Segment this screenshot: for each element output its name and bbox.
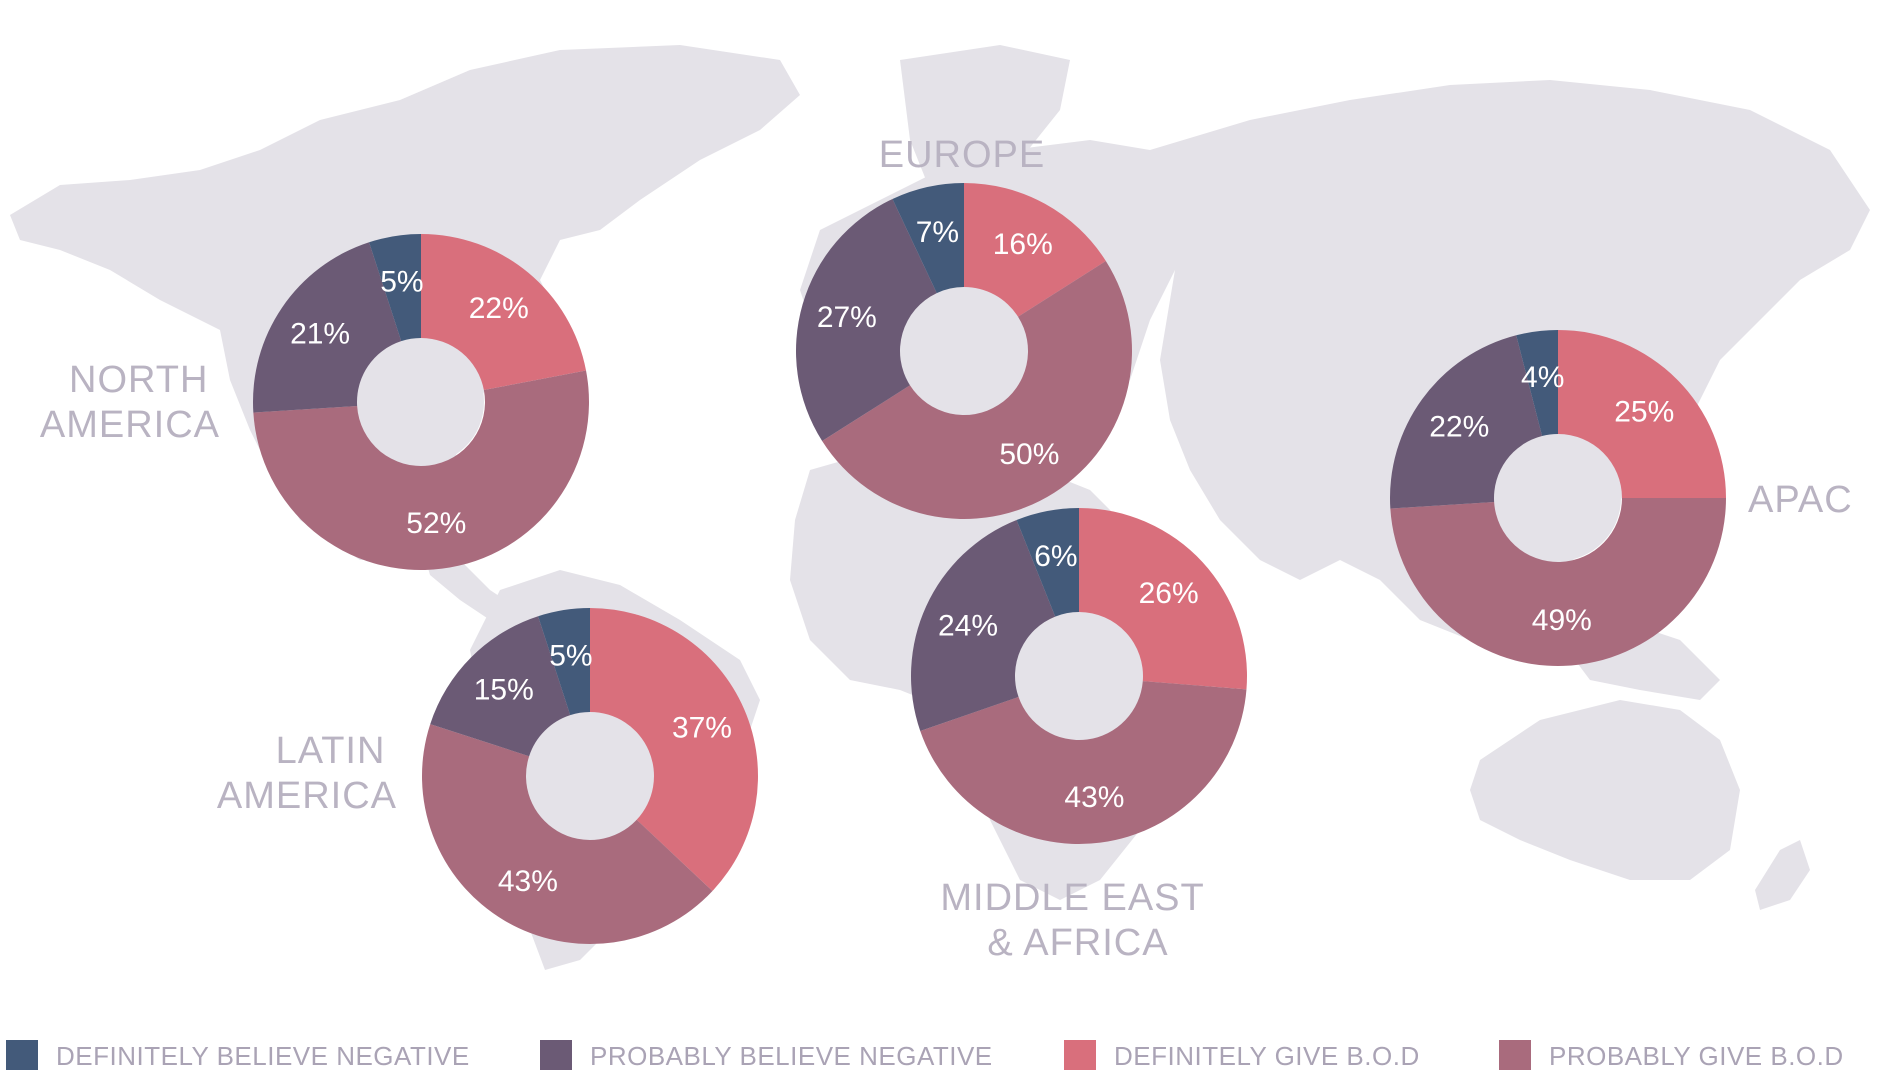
legend-label-1: PROBABLY BELIEVE NEGATIVE [590,1041,993,1071]
region-label-north-america-line1: NORTH [69,359,208,401]
legend-swatch-2 [1064,1040,1096,1070]
region-label-north-america-line2: AMERICA [40,404,220,446]
donut-middle-east-africa: 26% 43% 24% 6% [910,508,1247,844]
donut-label-north-america-0: 22% [469,292,529,325]
region-label-apac: APAC [1748,479,1853,521]
donut-europe: 16% 50% 27% 7% [796,183,1132,519]
donut-label-latin-america-3: 5% [549,640,592,673]
donut-charts: 22% 52% 21% 5% 16% 50% 27% 7% 25% 49% 22% 4% 37% 43% 1… [253,183,1726,944]
legend: DEFINITELY BELIEVE NEGATIVE PROBABLY BEL… [6,1040,1844,1071]
donut-slice-latin-america-probably-believe-negative [430,616,571,757]
donut-slice-middle-east-africa-definitely-give-b-o-d [1079,508,1247,690]
donut-slice-latin-america-definitely-believe-negative [538,608,590,716]
donut-label-middle-east-africa-3: 6% [1034,540,1077,573]
donut-label-apac-3: 4% [1521,361,1564,394]
donut-hole-north-america [358,339,484,465]
legend-label-0: DEFINITELY BELIEVE NEGATIVE [56,1041,470,1071]
donut-label-north-america-2: 21% [290,317,350,350]
map-australia [1470,700,1740,880]
donut-slice-apac-definitely-believe-negative [1516,330,1558,437]
legend-swatch-0 [6,1040,38,1070]
donut-slice-north-america-definitely-give-b-o-d [421,234,587,391]
donut-slice-apac-definitely-give-b-o-d [1558,330,1726,498]
donut-label-north-america-1: 52% [406,507,466,540]
region-label-mea-line2: & AFRICA [987,922,1168,964]
donut-slice-north-america-probably-give-b-o-d [253,370,589,571]
donut-label-latin-america-0: 37% [672,712,732,745]
region-label-latin-america: LATIN AMERICA [217,730,397,817]
donut-slice-latin-america-probably-give-b-o-d [422,724,713,944]
donut-label-apac-2: 22% [1429,410,1489,443]
donut-hole-europe [901,288,1027,414]
donut-slice-middle-east-africa-probably-believe-negative [910,520,1056,731]
donut-label-middle-east-africa-1: 43% [1064,781,1124,814]
donut-label-europe-2: 27% [817,301,877,334]
donut-slice-europe-probably-believe-negative [796,198,937,442]
donut-label-middle-east-africa-2: 24% [938,609,998,642]
donut-label-latin-america-2: 15% [474,674,534,707]
donut-apac: 25% 49% 22% 4% [1390,330,1726,666]
donut-label-middle-east-africa-0: 26% [1139,577,1199,610]
region-label-latin-america-line2: AMERICA [217,775,397,817]
region-label-mea-line1: MIDDLE EAST [940,877,1204,919]
donut-north-america: 22% 52% 21% 5% [253,234,589,571]
donut-label-apac-1: 49% [1532,604,1592,637]
donut-slice-north-america-definitely-believe-negative [369,234,421,342]
donut-slice-apac-probably-believe-negative [1390,335,1543,509]
legend-swatch-1 [540,1040,572,1070]
donut-latin-america: 37% 43% 15% 5% [422,608,758,944]
legend-swatch-3 [1499,1040,1531,1070]
donut-label-north-america-3: 5% [380,266,423,299]
donut-slice-apac-probably-give-b-o-d [1390,498,1726,666]
donut-slice-europe-probably-give-b-o-d [822,260,1132,519]
region-label-latin-america-line1: LATIN [276,730,386,772]
donut-label-europe-3: 7% [916,216,959,249]
region-label-middle-east-africa: MIDDLE EAST & AFRICA [940,877,1215,964]
donut-slice-europe-definitely-believe-negative [892,183,964,294]
donut-slice-middle-east-africa-probably-give-b-o-d [920,681,1247,844]
donut-label-latin-america-1: 43% [498,865,558,898]
donut-slice-europe-definitely-give-b-o-d [964,183,1106,317]
donut-hole-apac [1495,435,1621,561]
donut-hole-middle-east-africa [1016,613,1142,739]
legend-label-3: PROBABLY GIVE B.O.D [1549,1041,1844,1071]
donut-label-europe-1: 50% [999,438,1059,471]
donut-label-europe-0: 16% [993,228,1053,261]
map-new-zealand [1755,840,1810,910]
donut-label-apac-0: 25% [1614,396,1674,429]
donut-slice-middle-east-africa-definitely-believe-negative [1016,508,1079,617]
donut-slice-north-america-probably-believe-negative [253,242,402,413]
region-labels: NORTH AMERICA EUROPE APAC LATIN AMERICA … [40,134,1853,964]
donut-hole-latin-america [527,713,653,839]
donut-slice-latin-america-definitely-give-b-o-d [590,608,758,892]
region-label-europe: EUROPE [879,134,1045,176]
region-label-north-america: NORTH AMERICA [40,359,220,446]
legend-label-2: DEFINITELY GIVE B.O.D [1114,1041,1420,1071]
